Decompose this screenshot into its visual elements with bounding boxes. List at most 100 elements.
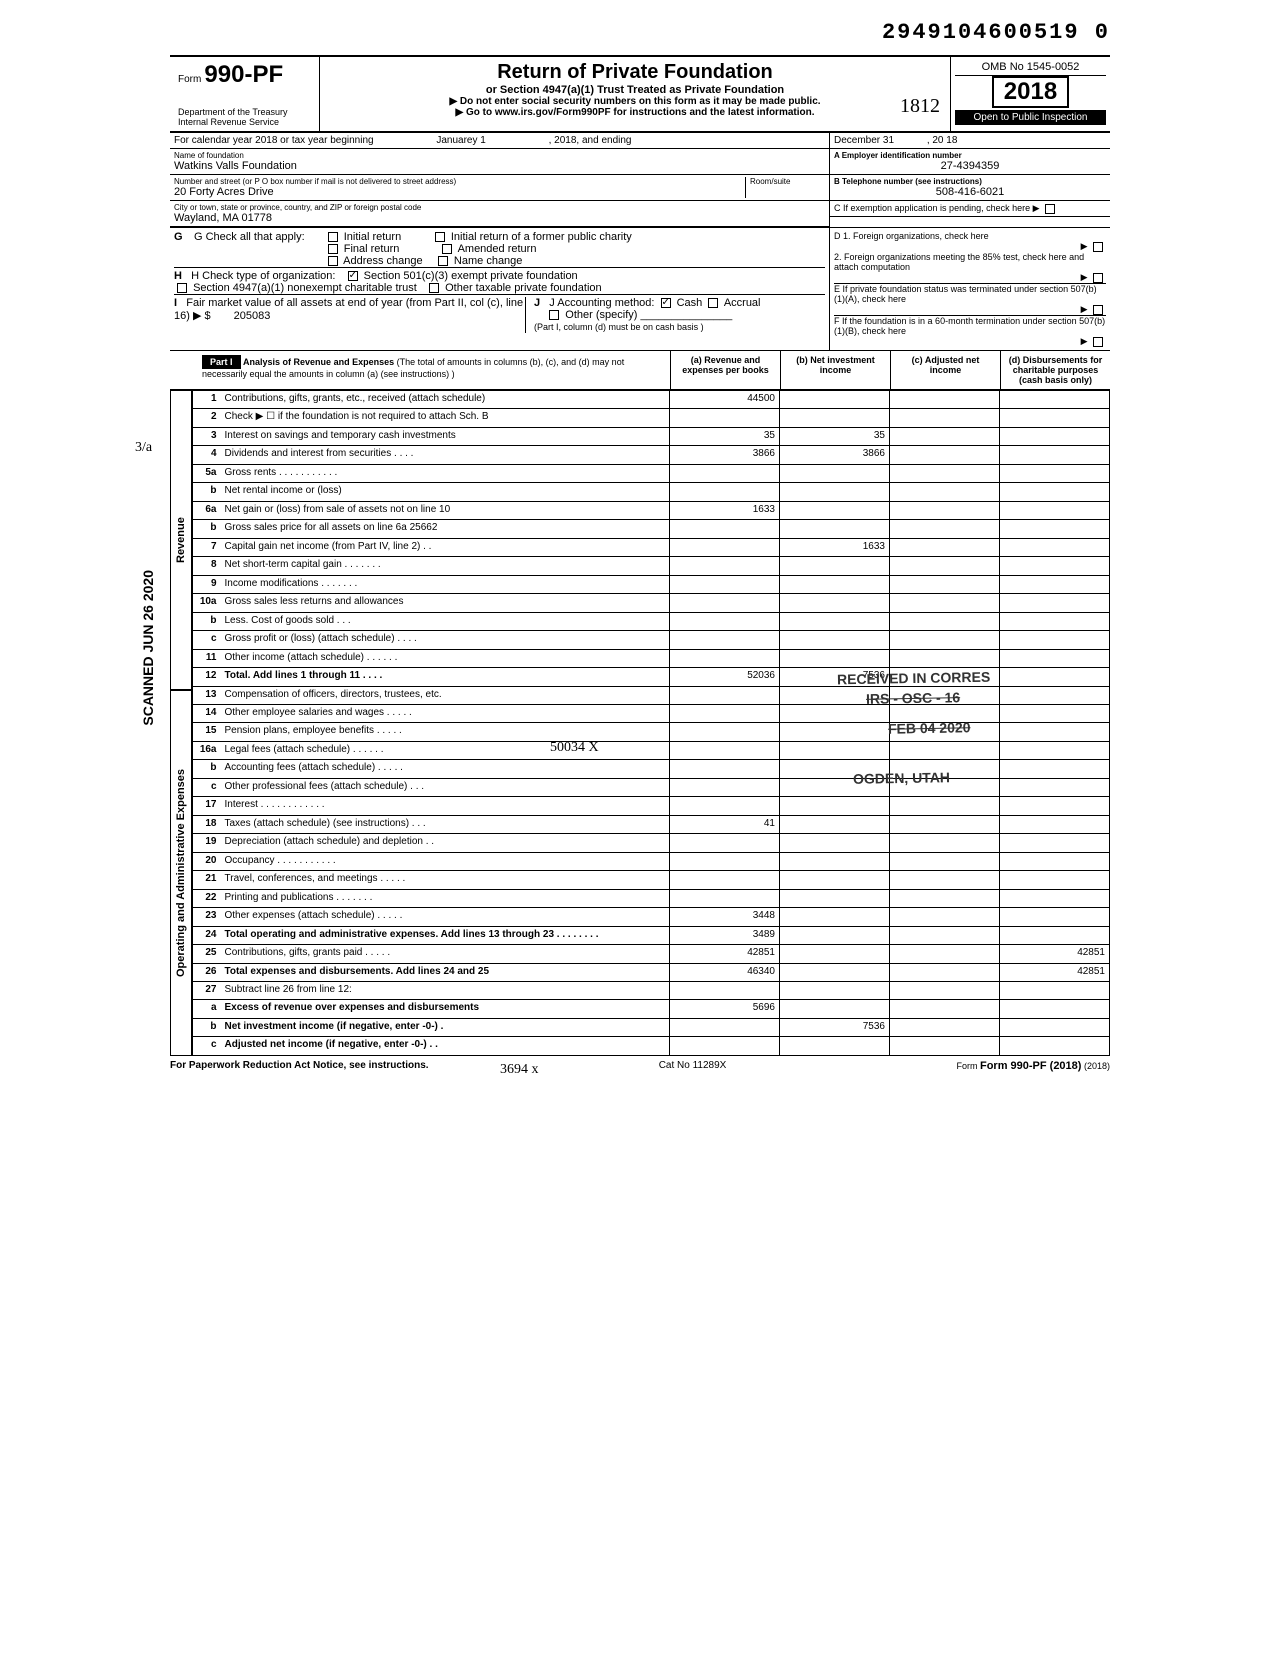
stamp-scanned: SCANNED JUN 26 2020 (140, 570, 156, 726)
col-d (1000, 778, 1110, 796)
opt-accrual: Accrual (724, 297, 761, 309)
end-year: , 20 18 (927, 135, 958, 146)
col-d (1000, 464, 1110, 482)
accrual-checkbox[interactable] (708, 298, 718, 308)
table-row: 26 Total expenses and disbursements. Add… (193, 963, 1110, 981)
initial-former-checkbox[interactable] (435, 232, 445, 242)
col-c (890, 631, 1000, 649)
other-taxable-checkbox[interactable] (429, 283, 439, 293)
col-a (670, 649, 780, 667)
col-d: 42851 (1000, 963, 1110, 981)
row-desc: Net short-term capital gain . . . . . . … (221, 557, 670, 575)
col-d (1000, 446, 1110, 464)
col-a: 3866 (670, 446, 780, 464)
col-b (780, 464, 890, 482)
section-j-label: J (534, 297, 540, 309)
row-desc: Compensation of officers, directors, tru… (221, 686, 670, 704)
row-num: b (193, 520, 221, 538)
row-desc: Other expenses (attach schedule) . . . .… (221, 908, 670, 926)
table-row: 17 Interest . . . . . . . . . . . . (193, 797, 1110, 815)
col-a (670, 612, 780, 630)
room-label: Room/suite (750, 177, 825, 186)
d2-checkbox[interactable] (1093, 273, 1103, 283)
col-a (670, 1037, 780, 1056)
col-b (780, 871, 890, 889)
table-row: 4 Dividends and interest from securities… (193, 446, 1110, 464)
address-change-checkbox[interactable] (328, 256, 338, 266)
section-h-label: H (174, 270, 182, 282)
col-d (1000, 557, 1110, 575)
col-b (780, 926, 890, 944)
opt-final: Final return (344, 243, 400, 255)
row-desc: Gross profit or (loss) (attach schedule)… (221, 631, 670, 649)
stamp-ogden: OGDEN, UTAH (853, 769, 950, 787)
col-b (780, 520, 890, 538)
col-d (1000, 483, 1110, 501)
opt-4947: Section 4947(a)(1) nonexempt charitable … (193, 282, 417, 294)
col-b (780, 631, 890, 649)
row-desc: Other professional fees (attach schedule… (221, 778, 670, 796)
row-num: 9 (193, 575, 221, 593)
col-c (890, 852, 1000, 870)
col-c (890, 815, 1000, 833)
phone-label: B Telephone number (see instructions) (834, 177, 1106, 186)
part1-title: Analysis of Revenue and Expenses (243, 357, 394, 367)
other-method-checkbox[interactable] (549, 310, 559, 320)
row-num: 26 (193, 963, 221, 981)
col-a-header: (a) Revenue and expenses per books (670, 351, 780, 389)
col-c (890, 391, 1000, 409)
col-b (780, 908, 890, 926)
table-row: b Gross sales price for all assets on li… (193, 520, 1110, 538)
col-b (780, 594, 890, 612)
col-a (670, 778, 780, 796)
col-d (1000, 815, 1110, 833)
row-num: 3 (193, 427, 221, 445)
tax-year: 2018 (992, 76, 1069, 108)
opt-initial: Initial return (344, 231, 401, 243)
opt-cash: Cash (677, 297, 703, 309)
col-d (1000, 501, 1110, 519)
footer-right: Form Form 990-PF (2018) (2018) (956, 1060, 1110, 1072)
table-row: 14 Other employee salaries and wages . .… (193, 704, 1110, 722)
row-desc: Interest on savings and temporary cash i… (221, 427, 670, 445)
col-b (780, 741, 890, 759)
opt-address: Address change (343, 255, 423, 267)
table-row: 5a Gross rents . . . . . . . . . . . (193, 464, 1110, 482)
col-a (670, 797, 780, 815)
name-change-checkbox[interactable] (438, 256, 448, 266)
4947-checkbox[interactable] (177, 283, 187, 293)
col-c-header: (c) Adjusted net income (890, 351, 1000, 389)
col-d: 42851 (1000, 945, 1110, 963)
table-row: 2 Check ▶ ☐ if the foundation is not req… (193, 409, 1110, 427)
opt-other-method: Other (specify) (565, 309, 637, 321)
d1-checkbox[interactable] (1093, 242, 1103, 252)
col-a (670, 464, 780, 482)
col-a (670, 520, 780, 538)
table-row: 1 Contributions, gifts, grants, etc., re… (193, 391, 1110, 409)
col-d (1000, 1000, 1110, 1018)
stamp-irs: IRS - OSC - 16 (866, 689, 960, 707)
col-b: 3866 (780, 446, 890, 464)
cash-checkbox[interactable] (661, 298, 671, 308)
box-e: E If private foundation status was termi… (834, 283, 1106, 304)
col-c (890, 594, 1000, 612)
col-d (1000, 427, 1110, 445)
col-d (1000, 908, 1110, 926)
stamp-date: FEB 04 2020 (887, 719, 970, 736)
e-checkbox[interactable] (1093, 305, 1103, 315)
initial-return-checkbox[interactable] (328, 232, 338, 242)
row-desc: Check ▶ ☐ if the foundation is not requi… (221, 409, 670, 427)
table-row: 13 Compensation of officers, directors, … (193, 686, 1110, 704)
col-c (890, 926, 1000, 944)
final-return-checkbox[interactable] (328, 244, 338, 254)
501c3-checkbox[interactable] (348, 271, 358, 281)
table-row: 27 Subtract line 26 from line 12: (193, 982, 1110, 1000)
f-checkbox[interactable] (1093, 337, 1103, 347)
amended-checkbox[interactable] (442, 244, 452, 254)
row-desc: Gross rents . . . . . . . . . . . (221, 464, 670, 482)
box-c-checkbox[interactable] (1045, 204, 1055, 214)
col-d (1000, 520, 1110, 538)
row-num: 24 (193, 926, 221, 944)
box-c: C If exemption application is pending, c… (834, 203, 1040, 213)
col-c (890, 427, 1000, 445)
